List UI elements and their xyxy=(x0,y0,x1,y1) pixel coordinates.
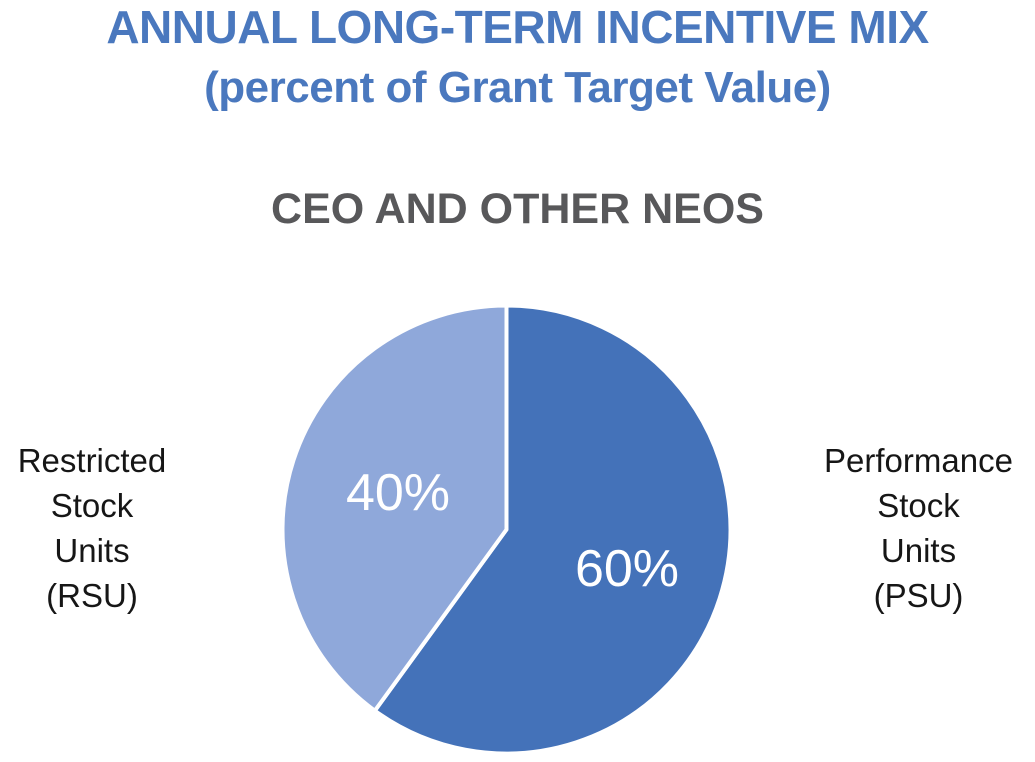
callout-psu: Performance Stock Units (PSU) xyxy=(824,442,1013,614)
pie-slice-rsu xyxy=(280,303,509,713)
slice-data-label-psu: 60% xyxy=(574,540,680,598)
chart-title-line1: ANNUAL LONG-TERM INCENTIVE MIX xyxy=(106,1,929,53)
pie-slice-psu xyxy=(372,303,733,756)
callout-rsu: Restricted Stock Units (RSU) xyxy=(17,442,167,614)
slice-data-label-rsu: 40% xyxy=(345,464,451,522)
section-heading: CEO AND OTHER NEOS xyxy=(271,185,764,233)
chart-title-line2: (percent of Grant Target Value) xyxy=(204,63,831,112)
pie-svg xyxy=(280,303,733,756)
pie-chart: 60% 40% xyxy=(279,302,734,757)
